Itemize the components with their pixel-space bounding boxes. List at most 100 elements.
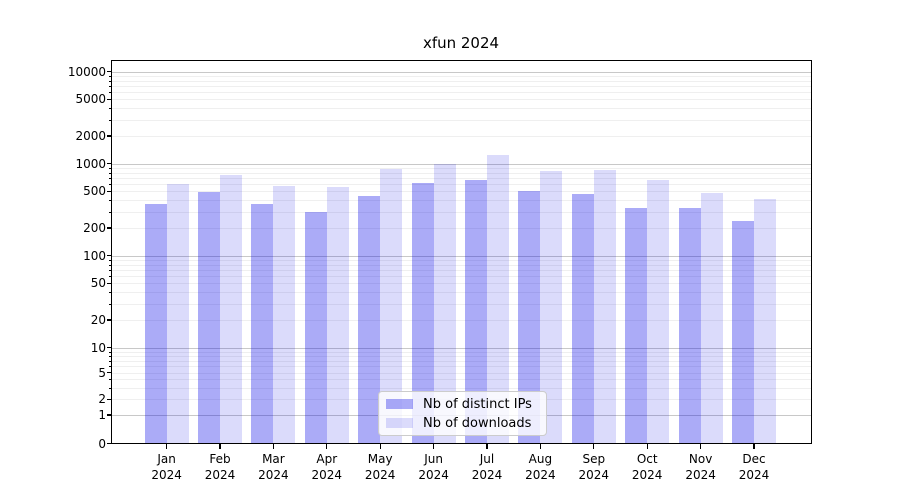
x-tick-label-oct: Oct 2024: [631, 452, 663, 482]
y-tick-minor: [108, 270, 111, 271]
gridline-major: [112, 71, 811, 73]
y-tick-label: 500: [83, 184, 106, 199]
gridline-minor: [112, 264, 811, 266]
y-tick-minor: [108, 259, 111, 261]
y-tick-label: 1000: [75, 156, 106, 171]
y-tick: [106, 282, 111, 284]
gridline-minor: [112, 366, 811, 368]
bar-downloads-jul: [487, 155, 509, 444]
x-tick-jul: [486, 444, 488, 449]
bar-distinct-ips-may: [358, 195, 381, 444]
gridline-minor: [112, 200, 811, 202]
y-tick-minor: [108, 184, 111, 186]
y-tick-minor: [108, 167, 111, 169]
y-tick-minor: [108, 75, 111, 77]
gridline-minor: [112, 80, 811, 82]
gridline-minor: [112, 184, 811, 186]
y-tick-minor: [108, 211, 111, 213]
gridline-minor: [112, 191, 811, 193]
x-tick-label-mar: Mar 2024: [258, 452, 289, 482]
legend-item-downloads: Nb of downloads: [386, 416, 538, 431]
gridline-major: [112, 347, 811, 349]
gridline-minor: [112, 259, 811, 261]
y-tick-label: 2: [98, 392, 106, 407]
gridline-minor: [112, 292, 811, 294]
gridline-minor: [112, 303, 811, 305]
x-tick-label-dec: Dec 2024: [738, 452, 770, 482]
bar-downloads-jan: [166, 184, 189, 444]
y-tick: [106, 227, 111, 229]
y-tick-minor: [108, 292, 111, 294]
y-tick: [106, 372, 111, 374]
y-tick-minor: [108, 86, 111, 87]
y-tick-label: 0: [98, 436, 106, 451]
y-tick-minor: [108, 92, 111, 94]
gridline-minor: [112, 136, 811, 137]
gridline-minor: [112, 178, 811, 179]
y-tick: [106, 135, 111, 137]
x-tick-label-aug: Aug 2024: [525, 452, 556, 482]
bar-distinct-ips-jun: [411, 183, 434, 444]
y-tick-label: 1: [98, 408, 106, 422]
y-tick-label: 50: [90, 276, 106, 291]
y-tick-minor: [108, 355, 111, 357]
gridline-minor: [112, 228, 811, 229]
y-tick-minor: [108, 360, 111, 362]
y-tick-label: 100: [83, 248, 106, 263]
x-tick-jan: [166, 444, 168, 449]
x-tick-feb: [219, 444, 221, 449]
gridline-minor: [112, 119, 811, 121]
bar-downloads-dec: [754, 199, 776, 444]
gridline-minor: [112, 372, 811, 374]
y-tick-minor: [108, 276, 111, 278]
gridline-minor: [112, 108, 811, 110]
y-tick-minor: [108, 366, 111, 368]
x-tick-dec: [753, 444, 755, 449]
x-tick-label-jun: Jun 2024: [418, 452, 449, 482]
bar-downloads-feb: [220, 174, 242, 444]
gridline-minor: [112, 211, 811, 213]
y-tick-minor: [108, 351, 111, 353]
bar-distinct-ips-mar: [251, 204, 274, 444]
bar-downloads-sep: [593, 169, 616, 444]
x-tick-label-may: May 2024: [364, 452, 396, 482]
bar-distinct-ips-apr: [304, 211, 327, 444]
gridline-major: [112, 255, 811, 257]
bar-downloads-mar: [273, 186, 296, 444]
bar-distinct-ips-oct: [625, 208, 648, 444]
y-tick-minor: [108, 200, 111, 202]
y-tick-label: 10: [90, 340, 106, 355]
gridline-minor: [112, 99, 811, 101]
gridline-minor: [112, 172, 811, 174]
x-tick-oct: [646, 444, 648, 449]
y-tick: [106, 190, 111, 192]
x-tick-nov: [700, 444, 702, 449]
y-tick: [106, 98, 111, 100]
gridline-minor: [112, 351, 811, 353]
gridline-minor: [112, 360, 811, 362]
y-tick-label: 5000: [75, 92, 106, 107]
bar-downloads-aug: [540, 170, 563, 444]
gridline-minor: [112, 276, 811, 278]
gridline-minor: [112, 379, 811, 381]
y-tick-label: 2000: [75, 129, 106, 143]
legend-item-distinct-ips: Nb of distinct IPs: [386, 397, 538, 412]
bar-downloads-nov: [700, 192, 723, 444]
gridline-minor: [112, 283, 811, 285]
x-tick-label-jul: Jul 2024: [471, 452, 503, 482]
x-tick-apr: [326, 444, 328, 449]
gridline-minor: [112, 75, 811, 77]
y-tick-minor: [108, 379, 111, 381]
y-tick: [106, 319, 111, 321]
y-tick: [106, 255, 111, 257]
y-tick-minor: [108, 387, 111, 389]
legend-label-downloads: Nb of downloads: [423, 415, 532, 431]
x-tick-mar: [272, 444, 274, 449]
bar-downloads-jun: [433, 163, 456, 444]
bar-downloads-may: [380, 168, 403, 444]
legend-swatch-distinct-ips: [386, 399, 413, 409]
gridline-minor: [112, 92, 811, 94]
gridline-minor: [112, 86, 811, 87]
bar-distinct-ips-sep: [571, 193, 594, 444]
